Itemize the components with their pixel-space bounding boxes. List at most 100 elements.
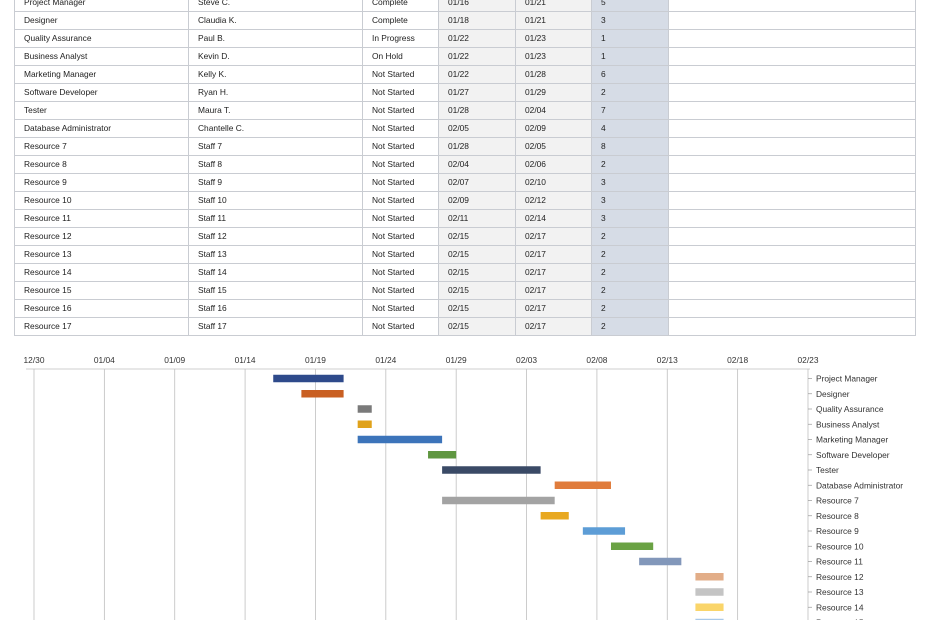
table-row: Software Developer Ryan H. Not Started 01/2… — [14, 83, 916, 102]
duration-days-cell[interactable]: 2 — [591, 155, 669, 174]
x-tick-label: 01/19 — [305, 355, 326, 365]
category-label: Designer — [816, 389, 850, 399]
x-tick-label: 01/04 — [94, 355, 115, 365]
gantt-bar[interactable] — [639, 557, 682, 566]
start-date-cell[interactable]: 02/11 — [438, 209, 516, 228]
empty-cell[interactable] — [668, 119, 916, 138]
category-label: Database Administrator — [816, 480, 903, 490]
end-date-cell[interactable]: 02/09 — [515, 119, 592, 138]
end-date-cell[interactable]: 02/17 — [515, 281, 592, 300]
table-row: Resource 14 Staff 14 Not Started 02/15 02/17… — [14, 263, 916, 282]
end-date-cell[interactable]: 02/17 — [515, 317, 592, 336]
category-label: Resource 13 — [816, 587, 864, 597]
gantt-bar[interactable] — [357, 420, 372, 429]
duration-days-cell[interactable]: 3 — [591, 191, 669, 210]
end-date-cell[interactable]: 01/23 — [515, 47, 592, 66]
duration-days-cell[interactable]: 2 — [591, 227, 669, 246]
start-date-cell[interactable]: 02/07 — [438, 173, 516, 192]
gantt-bar[interactable] — [610, 542, 654, 551]
empty-cell[interactable] — [668, 227, 916, 246]
table-row: Resource 17 Staff 17 Not Started 02/15 02/17… — [14, 317, 916, 336]
table-row: Resource 16 Staff 16 Not Started 02/15 02/17… — [14, 299, 916, 318]
duration-days-cell[interactable]: 3 — [591, 209, 669, 228]
gantt-bar[interactable] — [357, 435, 443, 444]
gantt-bar[interactable] — [695, 588, 724, 596]
x-tick-label: 02/03 — [516, 355, 537, 365]
empty-cell[interactable] — [668, 173, 916, 192]
gantt-bar[interactable] — [442, 496, 555, 505]
end-date-cell[interactable]: 02/10 — [515, 173, 592, 192]
x-tick-label: 02/18 — [727, 355, 748, 365]
start-date-cell[interactable]: 02/15 — [438, 227, 516, 246]
category-label: Resource 9 — [816, 526, 859, 536]
start-date-cell[interactable]: 02/09 — [438, 191, 516, 210]
end-date-cell[interactable]: 01/28 — [515, 65, 592, 84]
end-date-cell[interactable]: 01/21 — [515, 11, 592, 30]
start-date-cell[interactable]: 01/18 — [438, 11, 516, 30]
duration-days-cell[interactable]: 2 — [591, 317, 669, 336]
gantt-bar[interactable] — [582, 527, 626, 535]
category-label: Resource 7 — [816, 496, 859, 506]
table-row: Resource 8 Staff 8 Not Started 02/04 02/06 2 — [14, 155, 916, 174]
start-date-cell[interactable]: 02/15 — [438, 317, 516, 336]
x-tick-label: 01/24 — [375, 355, 396, 365]
empty-cell[interactable] — [668, 299, 916, 318]
x-tick-label: 02/08 — [586, 355, 607, 365]
duration-days-cell[interactable]: 8 — [591, 137, 669, 156]
x-tick-label: 02/13 — [657, 355, 678, 365]
gantt-bar[interactable] — [273, 374, 344, 383]
end-date-cell[interactable]: 02/12 — [515, 191, 592, 210]
table-row: Business Analyst Kevin D. On Hold 01/22 01/2… — [14, 47, 916, 66]
gantt-bar[interactable] — [540, 512, 569, 520]
start-date-cell[interactable]: 02/15 — [438, 263, 516, 282]
table-row: Resource 12 Staff 12 Not Started 02/15 02/17… — [14, 227, 916, 246]
category-label: Resource 14 — [816, 602, 864, 612]
duration-days-cell[interactable]: 2 — [591, 299, 669, 318]
gantt-bar[interactable] — [554, 481, 611, 490]
start-date-cell[interactable]: 02/15 — [438, 245, 516, 264]
table-row: Resource 9 Staff 9 Not Started 02/07 02/10 3 — [14, 173, 916, 192]
empty-cell[interactable] — [668, 101, 916, 120]
category-label: Resource 11 — [816, 557, 863, 567]
category-label: Project Manager — [816, 374, 878, 384]
gantt-bar[interactable] — [695, 618, 724, 620]
category-label: Resource 12 — [816, 572, 864, 582]
end-date-cell[interactable]: 01/23 — [515, 29, 592, 48]
duration-days-cell[interactable]: 1 — [591, 29, 669, 48]
gantt-bar[interactable] — [357, 405, 372, 413]
category-label: Software Developer — [816, 450, 890, 460]
category-label: Resource 10 — [816, 541, 864, 551]
gantt-bar[interactable] — [695, 573, 724, 581]
duration-days-cell[interactable]: 7 — [591, 101, 669, 120]
gantt-bar[interactable] — [442, 466, 541, 474]
table-row: Database Administrator Chantelle C. Not St… — [14, 119, 916, 138]
start-date-cell[interactable]: 02/04 — [438, 155, 516, 174]
gantt-bar[interactable] — [428, 451, 457, 459]
duration-days-cell[interactable]: 6 — [591, 65, 669, 84]
duration-days-cell[interactable]: 3 — [591, 11, 669, 30]
gantt-bar[interactable] — [301, 390, 344, 398]
start-date-cell[interactable]: 01/22 — [438, 47, 516, 66]
role-cell[interactable]: Resource 17 — [14, 317, 189, 336]
x-tick-label: 12/30 — [24, 355, 45, 365]
category-label: Business Analyst — [816, 419, 880, 429]
duration-days-cell[interactable]: 2 — [591, 281, 669, 300]
category-label: Resource 15 — [816, 618, 864, 620]
empty-cell[interactable] — [668, 155, 916, 174]
duration-days-cell[interactable]: 2 — [591, 245, 669, 264]
x-tick-label: 01/29 — [446, 355, 467, 365]
table-row: Project Manager Steve C. Complete 01/16 01/2… — [14, 0, 916, 12]
x-tick-label: 01/14 — [235, 355, 256, 365]
duration-days-cell[interactable]: 1 — [591, 47, 669, 66]
start-date-cell[interactable]: 01/28 — [438, 101, 516, 120]
end-date-cell[interactable]: 02/17 — [515, 299, 592, 318]
category-label: Quality Assurance — [816, 404, 884, 414]
start-date-cell[interactable]: 02/05 — [438, 119, 516, 138]
category-label: Resource 8 — [816, 511, 859, 521]
empty-cell[interactable] — [668, 281, 916, 300]
duration-days-cell[interactable]: 4 — [591, 119, 669, 138]
empty-cell[interactable] — [668, 317, 916, 336]
x-tick-label: 01/09 — [164, 355, 185, 365]
gantt-bar[interactable] — [695, 603, 724, 612]
